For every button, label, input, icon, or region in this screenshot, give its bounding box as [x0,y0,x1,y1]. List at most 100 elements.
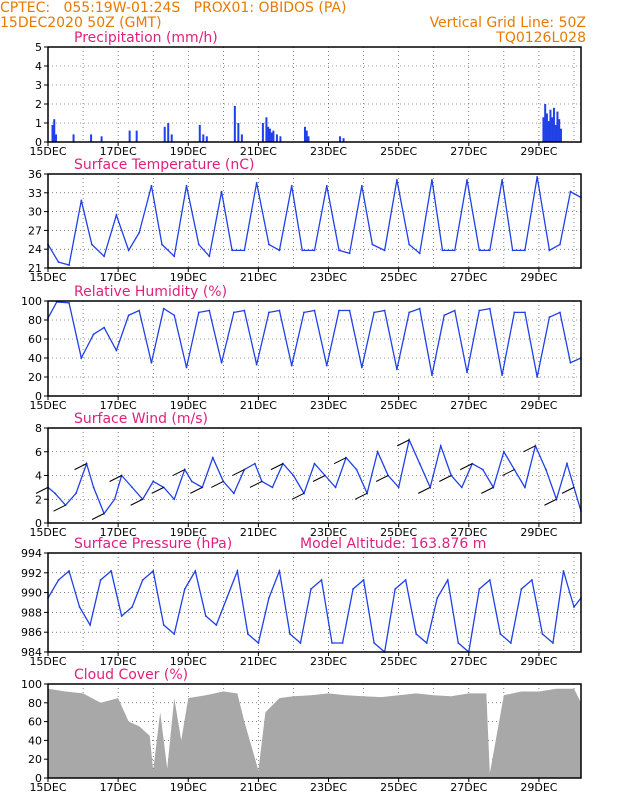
panel-2: 0 20 40 60 80 100 15DEC 17DEC 19DEC 21DEC 23DEC 25D… [21,284,582,412]
data-point [115,214,118,217]
data-point [360,366,363,369]
data-point [453,309,456,312]
data-point [320,579,323,581]
y-tick-label: 20 [28,371,42,384]
x-tick-label: 23DEC [310,145,347,158]
data-point [301,249,304,252]
data-point [501,374,504,376]
data-point [481,468,484,471]
data-point [68,264,70,266]
wind-arrow [270,463,284,471]
data-point [289,633,291,635]
wind-arrow [53,504,66,512]
x-tick-label: 25DEC [380,526,417,539]
data-point [290,364,293,367]
y-tick-label: 2 [35,493,42,506]
header-line1-right: Vertical Grid Line: 50Z [429,15,586,31]
data-point [185,184,188,187]
data-point [268,243,270,246]
data-point [54,492,56,495]
panel-title: Relative Humidity (%) [74,284,227,300]
wind-arrow [91,513,105,520]
data-point [431,374,433,376]
data-point [103,255,106,258]
data-point [162,307,165,310]
panel-frame [47,552,582,653]
wind-arrow [74,463,87,471]
y-tick-label: 0 [35,772,42,785]
panel-frame [47,173,582,269]
data-point [80,199,83,202]
data-point [313,462,316,465]
data-point [348,309,351,312]
data-point [92,486,95,489]
cloud-cover-area [48,688,581,778]
data-point [566,462,568,465]
x-tick-label: 29DEC [520,655,557,668]
data-point [313,249,316,252]
data-point [255,181,258,184]
data-point [173,255,176,258]
y-tick-label: 21 [28,262,42,275]
precip-bar [163,126,166,142]
x-tick-label: 21DEC [240,145,277,158]
y-tick-label: 986 [21,626,42,639]
x-tick-label: 27DEC [450,655,487,668]
wind-arrow [544,498,557,506]
wind-arrow [333,457,347,465]
data-point [75,492,77,495]
panel-title: Surface Wind (m/s) [74,411,208,427]
y-tick-label: 992 [21,567,42,580]
data-point [57,261,60,264]
y-tick-label: 36 [28,168,42,181]
data-point [271,486,274,489]
series-line [47,301,582,378]
precip-bar [339,136,342,142]
data-point [231,249,233,252]
data-point [68,302,70,304]
precip-bar [547,121,550,142]
x-tick-label: 29DEC [520,271,557,284]
wind-arrow [291,492,305,500]
y-tick-label: 27 [28,224,42,237]
y-tick-label: 40 [28,734,42,747]
x-tick-label: 21DEC [240,271,277,284]
precip-bar [135,130,138,142]
data-point [536,376,539,378]
precip-bar [170,134,173,142]
y-tick-label: 990 [21,587,42,600]
data-point [536,176,539,178]
x-tick-label: 25DEC [380,781,417,794]
data-point [394,588,397,590]
data-point [220,190,223,193]
x-tick-label: 23DEC [310,655,347,668]
x-tick-label: 19DEC [170,271,207,284]
panel-4: 984 986 988 990 992 994 15DEC 17DEC 19DEC 21DEC 23… [21,536,582,668]
wind-arrow [375,475,389,482]
precip-bar [268,128,271,142]
data-point [127,249,130,252]
data-point [559,311,561,314]
wind-arrow [481,486,494,494]
wind-arrow [211,480,224,488]
data-point [569,361,572,364]
x-tick-label: 27DEC [450,145,487,158]
data-point [243,249,246,252]
data-point [520,588,523,590]
y-tick-label: 994 [21,547,42,560]
y-tick-label: 60 [28,333,42,346]
data-point [548,316,551,319]
panel-0: 0 1 2 3 4 5 15DEC 17DEC 19DEC 21DEC 23DEC 25DEC 27DE… [29,30,582,158]
precip-bar [542,117,545,142]
x-tick-label: 17DEC [100,145,137,158]
y-tick-label: 40 [28,352,42,365]
data-point [511,249,514,252]
x-tick-label: 27DEC [450,526,487,539]
data-point [341,642,344,644]
header-line2-left: 15DEC2020 50Z (GMT) [0,15,162,31]
data-point [443,314,446,317]
data-point [488,307,491,310]
data-point [57,579,60,581]
data-point [573,606,575,608]
data-point [569,190,572,193]
